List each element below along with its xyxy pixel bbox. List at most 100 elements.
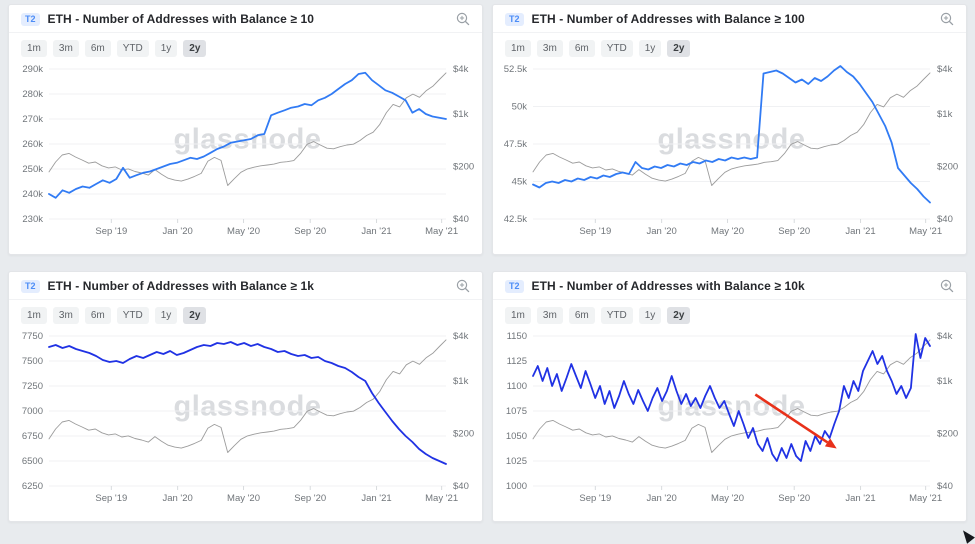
- x-axis-tick-label: May '21: [425, 493, 458, 504]
- x-axis-tick-label: Sep '19: [95, 493, 127, 504]
- left-axis-tick-label: 45k: [512, 177, 528, 188]
- tier-badge: T2: [21, 12, 40, 26]
- range-button-3m[interactable]: 3m: [536, 307, 563, 324]
- axis-labels: 7750 7500 7250 7000 6750 6500 6250 $4k $1k $200 $4…: [22, 331, 474, 504]
- chart-canvas[interactable]: 1150 1125 1100 1075 1050 1025 1000 $4k $1k $200 $4…: [493, 326, 966, 504]
- range-button-2y[interactable]: 2y: [667, 40, 691, 57]
- left-axis-tick-label: 42.5k: [504, 214, 527, 225]
- left-axis-tick-label: 1150: [507, 331, 527, 342]
- tier-badge: T2: [21, 279, 40, 293]
- chart-title: ETH - Number of Addresses with Balance ≥…: [531, 12, 805, 26]
- left-axis-tick-label: 7500: [22, 356, 43, 367]
- zoom-in-icon[interactable]: [940, 12, 954, 26]
- range-button-2y[interactable]: 2y: [183, 307, 207, 324]
- price-axis-tick-label: $200: [937, 162, 958, 173]
- range-button-1m[interactable]: 1m: [21, 307, 47, 324]
- left-axis-tick-label: 52.5k: [504, 64, 527, 75]
- range-button-6m[interactable]: 6m: [568, 40, 595, 57]
- price-axis-tick-label: $1k: [453, 109, 469, 120]
- range-button-1y[interactable]: 1y: [154, 307, 178, 324]
- range-button-YTD[interactable]: YTD: [600, 307, 633, 324]
- panel-header: T2 ETH - Number of Addresses with Balanc…: [9, 5, 482, 33]
- left-axis-tick-label: 47.5k: [504, 139, 527, 150]
- range-selector: 1m 3m 6m YTD 1y 2y: [9, 33, 482, 59]
- range-button-6m[interactable]: 6m: [568, 307, 595, 324]
- range-button-YTD[interactable]: YTD: [600, 40, 633, 57]
- chart-canvas[interactable]: 290k 280k 270k 260k 250k 240k 230k $4k $1k $200 $4…: [9, 59, 482, 237]
- x-axis-tick-label: Sep '20: [294, 226, 326, 237]
- range-button-1m[interactable]: 1m: [21, 40, 47, 57]
- range-button-6m[interactable]: 6m: [84, 40, 111, 57]
- range-button-1y[interactable]: 1y: [638, 307, 662, 324]
- price-axis-tick-label: $1k: [453, 376, 469, 387]
- x-axis-tick-label: May '21: [425, 226, 458, 237]
- address-count-line: [532, 65, 931, 204]
- eth-price-line: [532, 72, 931, 186]
- left-axis-tick-label: 7750: [22, 331, 43, 342]
- x-axis-tick-label: Sep '20: [294, 493, 326, 504]
- range-selector: 1m 3m 6m YTD 1y 2y: [493, 300, 966, 326]
- chart-area: glassnode 52.5k 50k 47.5k 45k 42.5k $4k $1k $20…: [493, 59, 966, 253]
- chart-area: glassnode 1150 1125 1100 1075 1050 1025 1000 $4…: [493, 326, 966, 520]
- left-axis-tick-label: 290k: [22, 64, 43, 75]
- x-axis-tick-label: Sep '19: [95, 226, 127, 237]
- range-button-3m[interactable]: 3m: [52, 40, 79, 57]
- zoom-in-icon[interactable]: [456, 12, 470, 26]
- price-axis-tick-label: $4k: [453, 331, 469, 342]
- range-button-1m[interactable]: 1m: [505, 40, 531, 57]
- range-selector: 1m 3m 6m YTD 1y 2y: [493, 33, 966, 59]
- left-axis-tick-label: 50k: [512, 102, 528, 113]
- left-axis-tick-label: 6250: [22, 481, 43, 492]
- left-axis-tick-label: 1125: [507, 356, 527, 367]
- address-count-line: [532, 333, 931, 462]
- range-button-2y[interactable]: 2y: [667, 307, 691, 324]
- left-axis-tick-label: 250k: [22, 164, 43, 175]
- range-button-3m[interactable]: 3m: [52, 307, 79, 324]
- x-axis-tick-label: May '21: [909, 226, 942, 237]
- price-axis-tick-label: $200: [937, 429, 958, 440]
- x-axis-tick-label: Jan '21: [361, 226, 391, 237]
- price-axis-tick-label: $4k: [937, 331, 953, 342]
- tier-badge: T2: [505, 12, 524, 26]
- range-selector: 1m 3m 6m YTD 1y 2y: [9, 300, 482, 326]
- range-button-1m[interactable]: 1m: [505, 307, 531, 324]
- panel-header: T2 ETH - Number of Addresses with Balanc…: [9, 272, 482, 300]
- zoom-in-icon[interactable]: [456, 279, 470, 293]
- x-axis-tick-label: May '20: [711, 493, 744, 504]
- eth-price-line: [48, 72, 447, 186]
- range-button-1y[interactable]: 1y: [638, 40, 662, 57]
- eth-price-line: [532, 339, 931, 453]
- price-axis-tick-label: $200: [453, 162, 474, 173]
- price-axis-tick-label: $4k: [937, 64, 953, 75]
- range-button-YTD[interactable]: YTD: [116, 307, 149, 324]
- x-axis-tick-label: May '20: [227, 226, 260, 237]
- chart-area: glassnode 290k 280k 270k 260k 250k 240k 230k $4…: [9, 59, 482, 253]
- x-axis-tick-label: Jan '20: [646, 226, 676, 237]
- chart-title: ETH - Number of Addresses with Balance ≥…: [47, 12, 315, 26]
- axis-labels: 52.5k 50k 47.5k 45k 42.5k $4k $1k $200 $40 Sep '1…: [504, 64, 958, 237]
- chart-canvas[interactable]: 52.5k 50k 47.5k 45k 42.5k $4k $1k $200 $40 Sep '1…: [493, 59, 966, 237]
- price-axis-tick-label: $4k: [453, 64, 469, 75]
- left-axis-tick-label: 6500: [22, 456, 43, 467]
- tier-badge: T2: [505, 279, 524, 293]
- chart-grid: T2 ETH - Number of Addresses with Balanc…: [8, 4, 967, 522]
- left-axis-tick-label: 1100: [507, 381, 527, 392]
- range-button-1y[interactable]: 1y: [154, 40, 178, 57]
- x-axis-tick-label: Sep '20: [778, 493, 810, 504]
- price-axis-tick-label: $40: [937, 214, 953, 225]
- x-axis-tick-label: May '21: [909, 493, 942, 504]
- price-axis-tick-label: $1k: [937, 376, 953, 387]
- range-button-6m[interactable]: 6m: [84, 307, 111, 324]
- range-button-YTD[interactable]: YTD: [116, 40, 149, 57]
- zoom-in-icon[interactable]: [940, 279, 954, 293]
- chart-title: ETH - Number of Addresses with Balance ≥…: [531, 279, 805, 293]
- range-button-2y[interactable]: 2y: [183, 40, 207, 57]
- panel-header: T2 ETH - Number of Addresses with Balanc…: [493, 5, 966, 33]
- cursor-artifact: [959, 527, 975, 544]
- gridlines: [533, 335, 930, 490]
- chart-canvas[interactable]: 7750 7500 7250 7000 6750 6500 6250 $4k $1k $200 $4…: [9, 326, 482, 504]
- range-button-3m[interactable]: 3m: [536, 40, 563, 57]
- price-axis-tick-label: $1k: [937, 109, 953, 120]
- chart-panel-balance-ge-10k: T2 ETH - Number of Addresses with Balanc…: [492, 271, 967, 522]
